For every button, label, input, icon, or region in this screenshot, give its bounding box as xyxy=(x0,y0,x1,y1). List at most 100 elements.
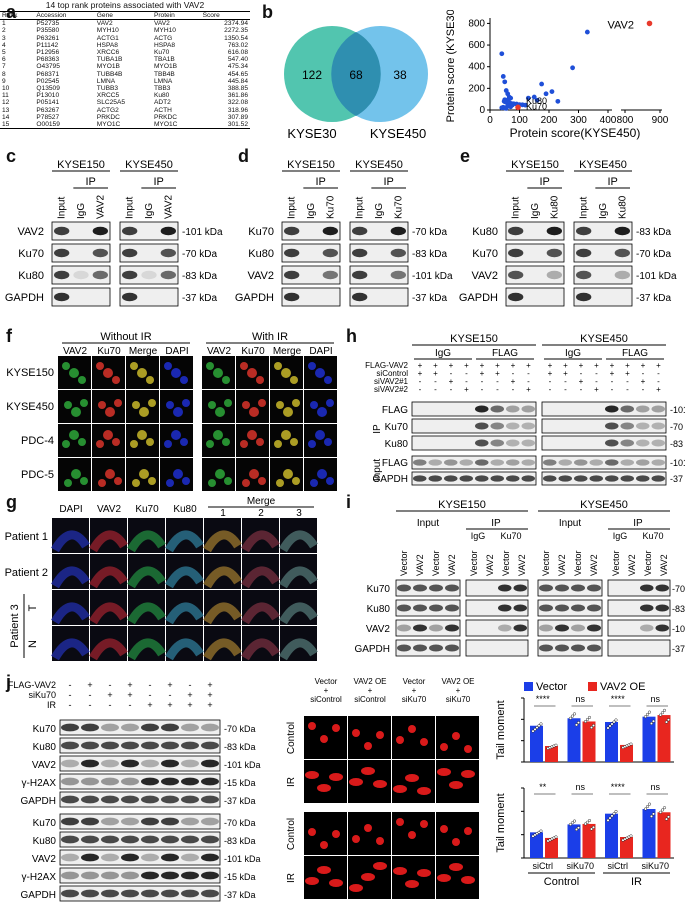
comet xyxy=(417,787,431,795)
table-cell: MYO1B xyxy=(153,63,178,71)
sign-mark: - xyxy=(434,385,437,394)
blot-band xyxy=(543,459,557,466)
cell-blob xyxy=(164,362,172,370)
comet xyxy=(305,877,319,885)
table-cell: MYO1C xyxy=(94,121,152,130)
bar xyxy=(620,837,633,858)
tissue-signal xyxy=(279,602,318,625)
data-point xyxy=(589,827,593,831)
cell-line-label: KYSE450 xyxy=(580,333,628,345)
cell-blob xyxy=(180,438,188,446)
lane-label: Input xyxy=(125,197,136,219)
tissue-signal xyxy=(89,530,128,553)
data-point xyxy=(576,721,580,725)
table-header: Score xyxy=(200,10,250,21)
blot-strip xyxy=(59,755,221,772)
comet xyxy=(320,735,328,743)
lane-label: Vector xyxy=(399,550,409,576)
cell-blob xyxy=(206,440,214,448)
tissue-signal xyxy=(127,638,166,661)
table-cell: TBB4B xyxy=(153,70,175,78)
data-point xyxy=(614,809,618,813)
cell-line-label: KYSE150 xyxy=(287,159,335,171)
blot-band xyxy=(508,226,524,236)
comet xyxy=(420,820,428,828)
blot-band xyxy=(459,475,473,482)
comet-col-label: siControl xyxy=(354,695,386,704)
condition-label: FLAG-VAV2 xyxy=(8,680,56,690)
data-point xyxy=(651,719,655,723)
scatter-point xyxy=(570,65,575,71)
data-point xyxy=(568,822,572,826)
blot-band xyxy=(636,405,650,413)
cell-blob xyxy=(310,401,318,409)
condition-label: siControl xyxy=(376,369,408,378)
sign-mark: + xyxy=(656,361,661,370)
blot-band xyxy=(352,248,368,258)
blot-band xyxy=(390,226,406,236)
blot-strip xyxy=(395,599,461,617)
blot-row-label: VAV2 xyxy=(32,854,57,865)
cell-blob xyxy=(256,438,264,446)
sign-mark: + xyxy=(548,369,553,378)
bar xyxy=(530,725,543,762)
table-cell: 547.40 xyxy=(227,56,248,64)
condition-label: siKu70 xyxy=(28,690,56,700)
blot-band xyxy=(576,292,592,302)
blot-band xyxy=(201,817,219,826)
y-axis-label: Tail moment xyxy=(495,700,507,759)
blot-band xyxy=(546,248,562,258)
cell-blob xyxy=(130,362,138,370)
panel-label-c: c xyxy=(6,146,17,166)
data-point xyxy=(587,715,591,719)
blot-strip xyxy=(349,243,409,263)
comet xyxy=(352,729,360,737)
table-header: Protein xyxy=(151,10,201,21)
table-cell: O43795 xyxy=(36,63,60,71)
blot-band xyxy=(122,248,138,258)
if-image-tile xyxy=(236,390,269,423)
blot-band xyxy=(161,777,179,786)
table-cell: ACTG2 xyxy=(96,106,119,114)
table-cell: 763.02 xyxy=(227,41,248,49)
blot-band xyxy=(101,759,119,768)
comet-col-label: + xyxy=(324,686,329,695)
table-title: 14 top rank proteins associated with VAV… xyxy=(45,0,205,10)
kda-label: -37 kDa xyxy=(412,293,447,304)
comet xyxy=(408,725,416,733)
data-point xyxy=(531,729,535,733)
blot-band xyxy=(521,405,535,413)
ip-label: IP xyxy=(153,176,163,188)
input-label: Input xyxy=(559,518,581,529)
condition-label: siVAV2#1 xyxy=(374,377,408,386)
blot-band xyxy=(651,422,665,430)
significance-label: ns xyxy=(650,694,660,704)
tissue-signal xyxy=(203,566,242,589)
table-cell: 1 xyxy=(2,20,6,28)
cell-blob xyxy=(62,362,70,370)
cell-line-label: KYSE150 xyxy=(450,333,498,345)
cell-blob xyxy=(224,477,232,485)
scatter-point xyxy=(549,89,555,94)
table-cell: TUBB3 xyxy=(96,85,119,93)
table-row: 15 O00159 MYO1C MYO1C 301.52 xyxy=(0,121,250,130)
scatter-point-ku80 xyxy=(509,101,515,108)
cell-blob xyxy=(112,376,120,384)
comet xyxy=(452,732,460,740)
blot-band xyxy=(121,759,139,768)
cell-blob xyxy=(213,430,223,440)
lane-label: Vector xyxy=(501,550,511,576)
if-image-tile xyxy=(126,424,159,457)
lane-label: VAV2 xyxy=(627,554,637,576)
blot-band xyxy=(181,777,199,786)
blot-strip xyxy=(395,579,461,597)
blot-strip xyxy=(573,265,633,285)
blot-band xyxy=(429,604,443,612)
cell-blob xyxy=(326,477,334,485)
table-cell: 454.65 xyxy=(227,70,248,78)
table-cell: 616.08 xyxy=(227,49,248,57)
blot-band xyxy=(122,226,138,236)
sign-mark: - xyxy=(527,377,530,386)
blot-band xyxy=(490,475,504,482)
blot-strip xyxy=(59,867,221,884)
